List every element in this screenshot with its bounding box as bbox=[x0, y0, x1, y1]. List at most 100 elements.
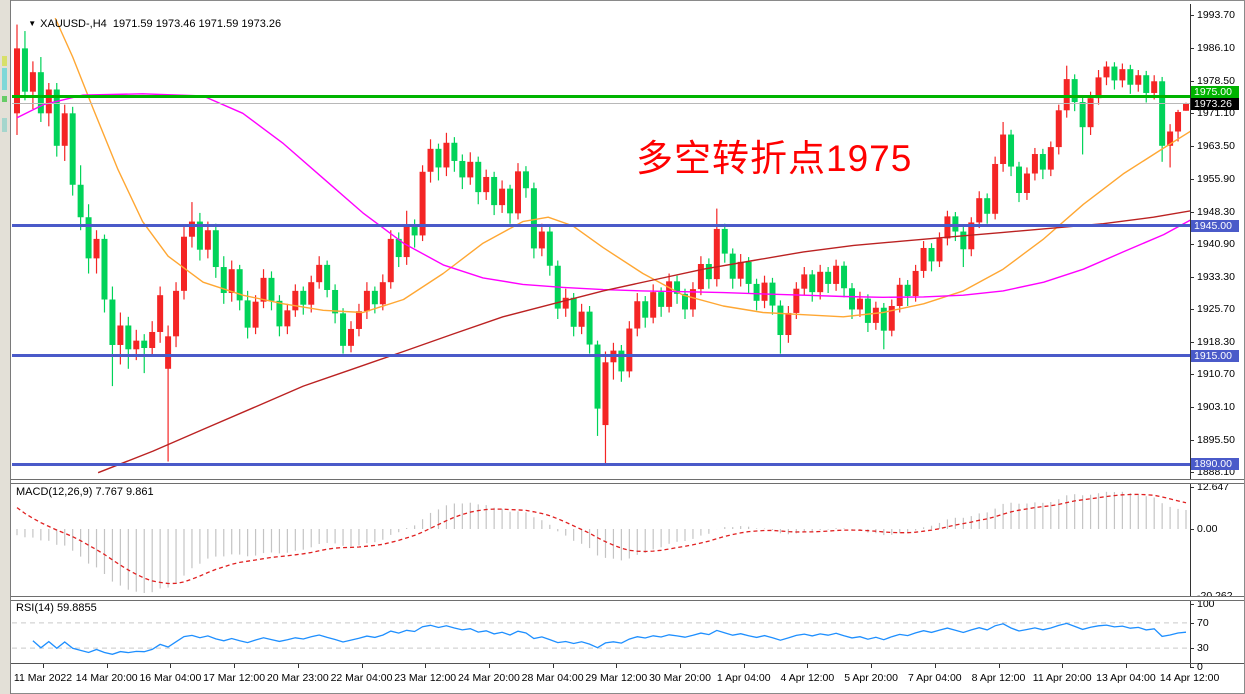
axis-tick bbox=[1190, 667, 1194, 668]
axis-tick bbox=[1190, 81, 1194, 82]
time-axis-tick bbox=[1062, 664, 1064, 668]
price-axis-tick-label: 1948.30 bbox=[1197, 206, 1235, 218]
time-axis-tick bbox=[1125, 664, 1127, 668]
time-axis-label: 23 Mar 12:00 bbox=[394, 672, 457, 684]
price-axis-tick-label: 1903.10 bbox=[1197, 401, 1235, 413]
time-axis-label: 28 Mar 04:00 bbox=[521, 672, 584, 684]
macd-axis-label: 12.647 bbox=[1197, 481, 1230, 493]
axis-tick bbox=[1190, 244, 1194, 245]
resistance-line-1975[interactable] bbox=[12, 94, 1190, 98]
time-axis-tick bbox=[871, 664, 873, 668]
time-axis-label: 24 Mar 20:00 bbox=[457, 672, 520, 684]
price-axis-tick-label: 1993.70 bbox=[1197, 9, 1235, 21]
time-axis-tick bbox=[743, 664, 745, 668]
time-axis-label: 29 Mar 12:00 bbox=[585, 672, 648, 684]
macd-indicator-chart[interactable] bbox=[12, 484, 1190, 596]
time-axis-tick bbox=[361, 664, 363, 668]
axis-tick bbox=[1190, 277, 1194, 278]
price-axis[interactable]: 1993.70 1986.10 1978.50 1971.10 1963.50 1955.… bbox=[1190, 0, 1245, 673]
axis-tick bbox=[1190, 179, 1194, 180]
level-1890-badge: 1890.00 bbox=[1191, 458, 1239, 471]
price-axis-tick-label: 1986.10 bbox=[1197, 42, 1235, 54]
panel-splitter[interactable] bbox=[10, 479, 1244, 484]
axis-tick bbox=[1190, 623, 1194, 624]
axis-tick bbox=[1190, 113, 1194, 114]
time-axis-tick bbox=[234, 664, 236, 668]
price-axis-tick-label: 1925.70 bbox=[1197, 303, 1235, 315]
time-axis-tick bbox=[488, 664, 490, 668]
main-price-chart[interactable] bbox=[12, 4, 1190, 479]
axis-tick bbox=[1190, 472, 1194, 473]
time-axis-label: 1 Apr 04:00 bbox=[716, 672, 771, 684]
time-axis-tick bbox=[680, 664, 681, 668]
time-axis-tick bbox=[43, 664, 44, 668]
time-axis-tick bbox=[106, 664, 108, 668]
level-1975-badge: 1975.00 bbox=[1191, 86, 1239, 98]
time-axis-label: 13 Apr 04:00 bbox=[1096, 672, 1156, 684]
ma-mid-magenta bbox=[16, 93, 1190, 298]
support-line-1890[interactable] bbox=[12, 462, 1190, 466]
ohlc-readout: 1971.59 1973.46 1971.59 1973.26 bbox=[112, 18, 282, 30]
ma-slow-darkred bbox=[97, 210, 1190, 474]
price-axis-tick-label: 1955.90 bbox=[1197, 173, 1235, 185]
level-1945-badge: 1945.00 bbox=[1191, 219, 1239, 232]
axis-tick bbox=[1190, 529, 1194, 530]
axis-tick bbox=[1190, 604, 1194, 605]
price-axis-tick-label: 1971.10 bbox=[1197, 107, 1235, 119]
time-axis-tick bbox=[552, 664, 554, 668]
time-axis-tick bbox=[1189, 664, 1191, 668]
time-axis-label: 11 Apr 20:00 bbox=[1032, 672, 1092, 684]
axis-tick bbox=[1190, 15, 1194, 16]
time-axis-tick bbox=[425, 664, 427, 668]
rsi-axis-label: 0 bbox=[1197, 661, 1203, 673]
axis-tick bbox=[1190, 342, 1194, 343]
axis-tick bbox=[1190, 407, 1194, 408]
support-line-1915[interactable] bbox=[12, 354, 1190, 358]
sliver-chip bbox=[2, 96, 7, 102]
panel-splitter[interactable] bbox=[10, 596, 1244, 601]
axis-tick bbox=[1190, 146, 1194, 147]
current-price-badge: 1973.26 bbox=[1191, 97, 1239, 110]
support-line-1945[interactable] bbox=[12, 224, 1190, 228]
time-axis-tick bbox=[998, 664, 1000, 668]
price-axis-line bbox=[1190, 4, 1191, 664]
candlestick-series bbox=[14, 24, 1189, 465]
axis-tick bbox=[1190, 48, 1194, 49]
axis-tick bbox=[1190, 440, 1194, 441]
macd-label: MACD(12,26,9) 7.767 9.861 bbox=[16, 486, 154, 498]
time-axis-label: 8 Apr 12:00 bbox=[971, 672, 1026, 684]
rsi-indicator-chart[interactable] bbox=[12, 602, 1190, 663]
price-axis-tick-label: 1918.30 bbox=[1197, 336, 1235, 348]
sliver-chip bbox=[2, 56, 7, 66]
rsi-label: RSI(14) 59.8855 bbox=[16, 602, 97, 614]
time-axis-label: 22 Mar 04:00 bbox=[330, 672, 393, 684]
macd-axis-label: 0.00 bbox=[1197, 523, 1218, 535]
axis-tick bbox=[1190, 648, 1194, 649]
time-axis-label: 14 Mar 20:00 bbox=[75, 672, 138, 684]
time-axis-label: 17 Mar 12:00 bbox=[203, 672, 266, 684]
time-axis-label: 14 Apr 12:00 bbox=[1159, 672, 1220, 684]
rsi-axis-label: 30 bbox=[1197, 642, 1209, 654]
sliver-chip bbox=[2, 118, 7, 132]
price-axis-tick-label: 1978.50 bbox=[1197, 75, 1235, 87]
level-1915-badge: 1915.00 bbox=[1191, 349, 1239, 362]
symbol-dropdown-icon[interactable]: ▼ bbox=[28, 19, 37, 28]
axis-tick bbox=[1190, 309, 1194, 310]
price-axis-tick-label: 1940.90 bbox=[1197, 238, 1235, 250]
adjacent-window-sliver bbox=[0, 0, 11, 694]
macd-histogram bbox=[16, 491, 1187, 593]
time-axis-tick bbox=[297, 664, 299, 668]
time-axis-label: 30 Mar 20:00 bbox=[649, 672, 711, 684]
time-axis-line bbox=[10, 663, 1244, 664]
time-axis-label: 7 Apr 04:00 bbox=[907, 672, 962, 684]
macd-signal-line bbox=[16, 493, 1187, 585]
chart-annotation-text[interactable]: 多空转折点1975 bbox=[636, 138, 913, 179]
price-axis-tick-label: 1910.70 bbox=[1197, 368, 1235, 380]
current-price-line[interactable] bbox=[12, 103, 1190, 104]
rsi-line bbox=[32, 622, 1187, 655]
time-axis[interactable]: 11 Mar 2022 14 Mar 20:00 16 Mar 04:00 17 Ma… bbox=[0, 663, 1245, 694]
time-axis-tick bbox=[934, 664, 936, 668]
time-axis-tick bbox=[807, 664, 809, 668]
time-axis-label: 16 Mar 04:00 bbox=[139, 672, 202, 684]
rsi-axis-label: 70 bbox=[1197, 617, 1209, 629]
